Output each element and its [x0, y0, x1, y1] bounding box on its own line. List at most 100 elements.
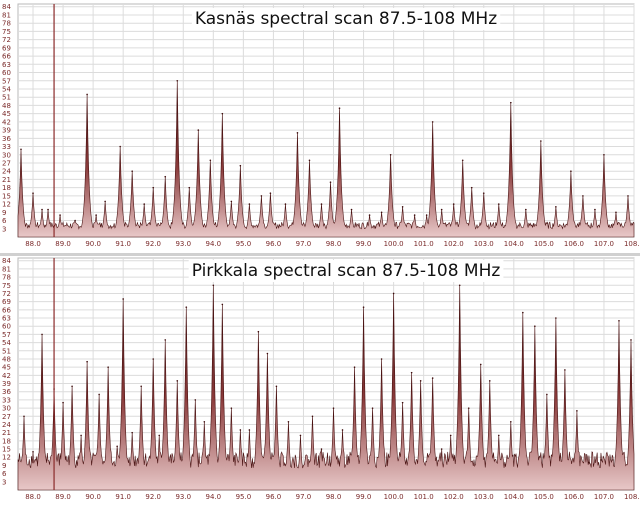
chart-title-background: [188, 260, 504, 282]
x-tick-label: 98.0: [326, 240, 342, 248]
spectrum-peak: [603, 153, 605, 156]
spectrum-peak: [131, 431, 133, 434]
x-tick-label: 108.0: [624, 493, 640, 501]
spectrum-peak: [287, 420, 290, 423]
spectrum-peak: [203, 420, 206, 423]
spectrum-peak: [392, 292, 395, 295]
spectrum-peak: [440, 448, 443, 450]
spectrum-peak: [86, 93, 88, 96]
spectrum-peak: [80, 434, 82, 437]
y-tick-label: 27: [2, 159, 11, 167]
spectrum-peak: [320, 203, 323, 205]
spectrum-peak: [248, 429, 251, 431]
chart-title: Pirkkala spectral scan 87.5-108 MHz: [192, 261, 501, 281]
y-tick-label: 54: [2, 339, 11, 347]
x-tick-label: 96.0: [266, 493, 282, 501]
x-tick-label: 107.0: [594, 493, 614, 501]
spectrum-peak: [176, 380, 179, 382]
x-tick-label: 89.0: [55, 240, 71, 248]
y-tick-label: 36: [2, 135, 11, 143]
y-tick-label: 6: [2, 217, 7, 225]
spectrum-peak: [431, 377, 434, 379]
spectrum-peak: [248, 203, 251, 205]
spectrum-peak: [461, 159, 464, 162]
y-tick-label: 6: [2, 470, 7, 478]
spectrum-peak: [452, 203, 455, 205]
spectrum-peak: [86, 360, 88, 363]
y-tick-label: 60: [2, 69, 11, 77]
x-tick-label: 90.0: [85, 240, 101, 248]
spectrum-peak: [594, 208, 596, 211]
spectrum-peak: [98, 393, 100, 396]
y-tick-label: 30: [2, 151, 11, 159]
x-tick-label: 103.0: [474, 240, 494, 248]
x-tick-label: 106.0: [564, 240, 584, 248]
spectrum-peak: [164, 175, 167, 178]
spectrum-peak: [329, 181, 332, 183]
spectrum-peak: [122, 298, 124, 300]
x-tick-label: 102.0: [444, 493, 464, 501]
x-tick-label: 88.0: [25, 493, 41, 501]
x-tick-label: 89.0: [55, 493, 71, 501]
chart-title: Kasnäs spectral scan 87.5-108 MHz: [195, 9, 497, 29]
y-tick-label: 42: [2, 118, 11, 126]
x-tick-label: 104.0: [504, 240, 524, 248]
spectrum-peak: [540, 140, 542, 142]
x-tick-label: 90.0: [85, 493, 101, 501]
spectrum-peak: [176, 79, 179, 82]
spectrum-peak: [152, 186, 155, 189]
y-tick-label: 84: [2, 3, 11, 11]
y-tick-label: 54: [2, 85, 11, 93]
spectrum-peak: [488, 380, 491, 382]
spectrum-peak: [332, 407, 335, 409]
spectrum-peak: [59, 214, 61, 216]
x-tick-label: 93.0: [175, 240, 191, 248]
x-tick-label: 97.0: [296, 493, 312, 501]
kasnas-spectrum-panel: 8481787572696663605754514845423936333027…: [2, 3, 640, 248]
spectrum-peak: [380, 358, 383, 360]
spectrum-peak: [41, 333, 43, 336]
x-tick-label: 88.0: [25, 240, 41, 248]
y-tick-label: 15: [2, 446, 11, 454]
y-tick-label: 57: [2, 77, 11, 85]
spectrum-peak: [239, 429, 242, 431]
spectrum-peak: [431, 121, 434, 123]
spectrum-peak: [362, 306, 365, 308]
spectrum-peak: [570, 170, 572, 173]
spectrum-peak: [74, 219, 76, 222]
x-tick-label: 98.0: [326, 493, 342, 501]
x-tick-label: 99.0: [356, 240, 372, 248]
y-tick-label: 18: [2, 437, 11, 445]
y-tick-label: 57: [2, 331, 11, 339]
spectrum-peak: [582, 195, 584, 197]
x-tick-label: 93.0: [175, 493, 191, 501]
spectrum-peak: [296, 132, 299, 134]
chart-title-background: [191, 8, 501, 30]
spectrum-peak: [140, 385, 142, 388]
y-tick-label: 9: [2, 209, 6, 217]
spectrum-peak: [341, 429, 344, 431]
x-tick-label: 92.0: [145, 240, 161, 248]
spectrum-peak: [260, 195, 263, 197]
y-tick-label: 39: [2, 127, 11, 135]
spectrum-peak: [143, 203, 146, 205]
spectrum-area: [17, 285, 635, 491]
y-tick-label: 18: [2, 184, 11, 192]
spectrum-peak: [230, 200, 233, 203]
y-tick-label: 72: [2, 36, 11, 44]
y-tick-label: 78: [2, 274, 11, 282]
x-tick-label: 96.0: [266, 240, 282, 248]
spectrum-peak: [470, 186, 473, 189]
spectrum-peak: [71, 385, 73, 388]
x-tick-label: 91.0: [115, 493, 131, 501]
spectrum-peak: [576, 410, 578, 412]
spectrum-peak: [116, 445, 118, 448]
spectrum-peak: [449, 434, 452, 437]
y-tick-label: 24: [2, 421, 11, 429]
spectrum-peak: [497, 203, 500, 205]
spectrum-peak: [413, 214, 416, 216]
spectrum-peak: [275, 385, 278, 388]
spectrum-peak: [353, 366, 356, 368]
spectrum-peak: [107, 366, 109, 368]
